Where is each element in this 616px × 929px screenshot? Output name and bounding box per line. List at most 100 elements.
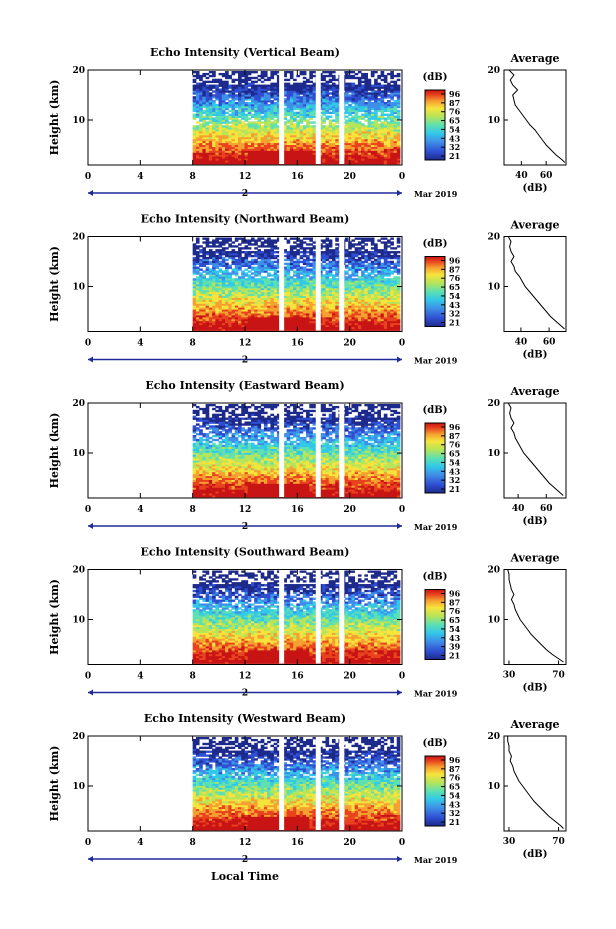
colorbar-tick-label: 87	[449, 431, 460, 441]
x-tick-label: 0	[85, 339, 91, 349]
colorbar-tick-label: 65	[449, 782, 460, 792]
echo-intensity-field	[192, 570, 401, 664]
colorbar-tick-label: 76	[449, 606, 461, 616]
x-tick-label: 16	[291, 172, 304, 182]
data-gap	[279, 71, 285, 164]
x-tick-label: 8	[190, 172, 196, 182]
average-profile-line	[508, 69, 566, 163]
colorbar-tick-label: 87	[449, 264, 460, 274]
average-title: Average	[509, 52, 559, 65]
average-x-tick-label: 40	[515, 171, 528, 181]
y-axis-label: Height (km)	[48, 413, 61, 489]
colorbar-tick-label: 65	[449, 449, 460, 459]
colorbar	[424, 256, 446, 327]
colorbar-tick-label: 96	[449, 422, 461, 432]
colorbar-tick-label: 96	[449, 256, 461, 266]
y-tick-label: 10	[72, 449, 85, 459]
data-gap	[279, 570, 285, 664]
y-axis-label: Height (km)	[48, 746, 61, 822]
panel-title: Echo Intensity (Northward Beam)	[141, 213, 350, 226]
colorbar-tick-label: 76	[449, 107, 461, 117]
average-x-label: (dB)	[523, 849, 548, 860]
x-tick-label: 16	[291, 505, 304, 515]
y-tick-label: 20	[72, 732, 85, 742]
average-title: Average	[509, 219, 559, 232]
average-y-tick-label: 10	[487, 283, 500, 293]
colorbar-tick-label: 21	[449, 151, 460, 161]
x-tick-label: 4	[137, 172, 143, 182]
average-x-tick-label: 60	[543, 338, 556, 348]
average-x-tick-label: 30	[503, 671, 516, 681]
average-x-tick-label: 70	[552, 671, 565, 681]
x-tick-label: 12	[239, 339, 252, 349]
colorbar-tick-label: 32	[449, 309, 460, 319]
average-y-tick-label: 20	[487, 566, 500, 576]
date-axis-day: 2	[242, 189, 248, 199]
x-tick-label: 20	[343, 838, 356, 848]
date-axis-day: 2	[242, 855, 248, 865]
average-frame	[503, 69, 567, 166]
average-x-tick-label: 30	[503, 837, 516, 847]
colorbar-tick-label: 21	[449, 318, 460, 328]
x-tick-label: 0	[399, 505, 405, 515]
date-axis-day: 2	[242, 689, 248, 699]
colorbar-tick-label: 96	[449, 589, 461, 599]
panel-title: Echo Intensity (Eastward Beam)	[145, 379, 344, 392]
colorbar-tick-label: 87	[449, 597, 460, 607]
average-x-tick-label: 70	[552, 837, 565, 847]
average-x-label: (dB)	[523, 683, 548, 694]
echo-intensity-field	[192, 737, 401, 831]
average-y-tick-label: 20	[487, 66, 500, 76]
colorbar	[424, 422, 446, 494]
colorbar-tick-label: 76	[449, 273, 461, 283]
data-gap	[339, 404, 345, 497]
colorbar-tick-label: 96	[449, 755, 461, 765]
x-tick-label: 0	[399, 838, 405, 848]
x-tick-label: 12	[239, 672, 252, 682]
average-profile-line	[507, 402, 564, 496]
colorbar-tick-label: 54	[449, 457, 461, 467]
x-tick-label: 4	[137, 505, 143, 515]
y-tick-label: 20	[72, 233, 85, 243]
colorbar-unit: (dB)	[423, 72, 448, 83]
data-gap	[279, 737, 285, 830]
colorbar-tick-label: 21	[449, 817, 460, 827]
colorbar-tick-label: 76	[449, 440, 461, 450]
colorbar-tick-label: 43	[449, 633, 461, 643]
colorbar-tick-label: 43	[449, 133, 461, 143]
colorbar-unit: (dB)	[423, 405, 448, 416]
colorbar-tick-label: 54	[449, 624, 461, 634]
echo-intensity-field	[192, 404, 401, 498]
average-y-tick-label: 20	[487, 732, 500, 742]
x-tick-label: 0	[399, 672, 405, 682]
colorbar-tick-label: 21	[449, 484, 460, 494]
average-y-tick-label: 10	[487, 782, 500, 792]
colorbar	[424, 755, 446, 827]
colorbar-tick-label: 43	[449, 799, 461, 809]
average-y-tick-label: 10	[487, 449, 500, 459]
colorbar-tick-label: 65	[449, 282, 460, 292]
y-tick-label: 10	[72, 616, 85, 626]
average-frame	[503, 735, 567, 832]
average-x-tick-label: 60	[540, 504, 553, 514]
y-axis-label: Height (km)	[48, 246, 61, 322]
date-axis-label: Mar 2019	[414, 189, 458, 199]
average-x-label: (dB)	[523, 350, 548, 361]
x-tick-label: 0	[85, 672, 91, 682]
colorbar	[424, 89, 446, 161]
average-profile-line	[507, 236, 565, 330]
colorbar-tick-label: 54	[449, 790, 461, 800]
y-tick-label: 10	[72, 782, 85, 792]
colorbar-tick-label: 43	[449, 466, 461, 476]
colorbar-tick-label: 87	[449, 98, 460, 108]
colorbar	[424, 589, 446, 660]
y-tick-label: 20	[72, 566, 85, 576]
average-title: Average	[509, 385, 559, 398]
average-title: Average	[509, 718, 559, 731]
x-tick-label: 0	[85, 505, 91, 515]
colorbar-tick-label: 65	[449, 615, 460, 625]
x-tick-label: 0	[85, 838, 91, 848]
average-x-label: (dB)	[523, 516, 548, 527]
average-profile-line	[507, 569, 564, 663]
